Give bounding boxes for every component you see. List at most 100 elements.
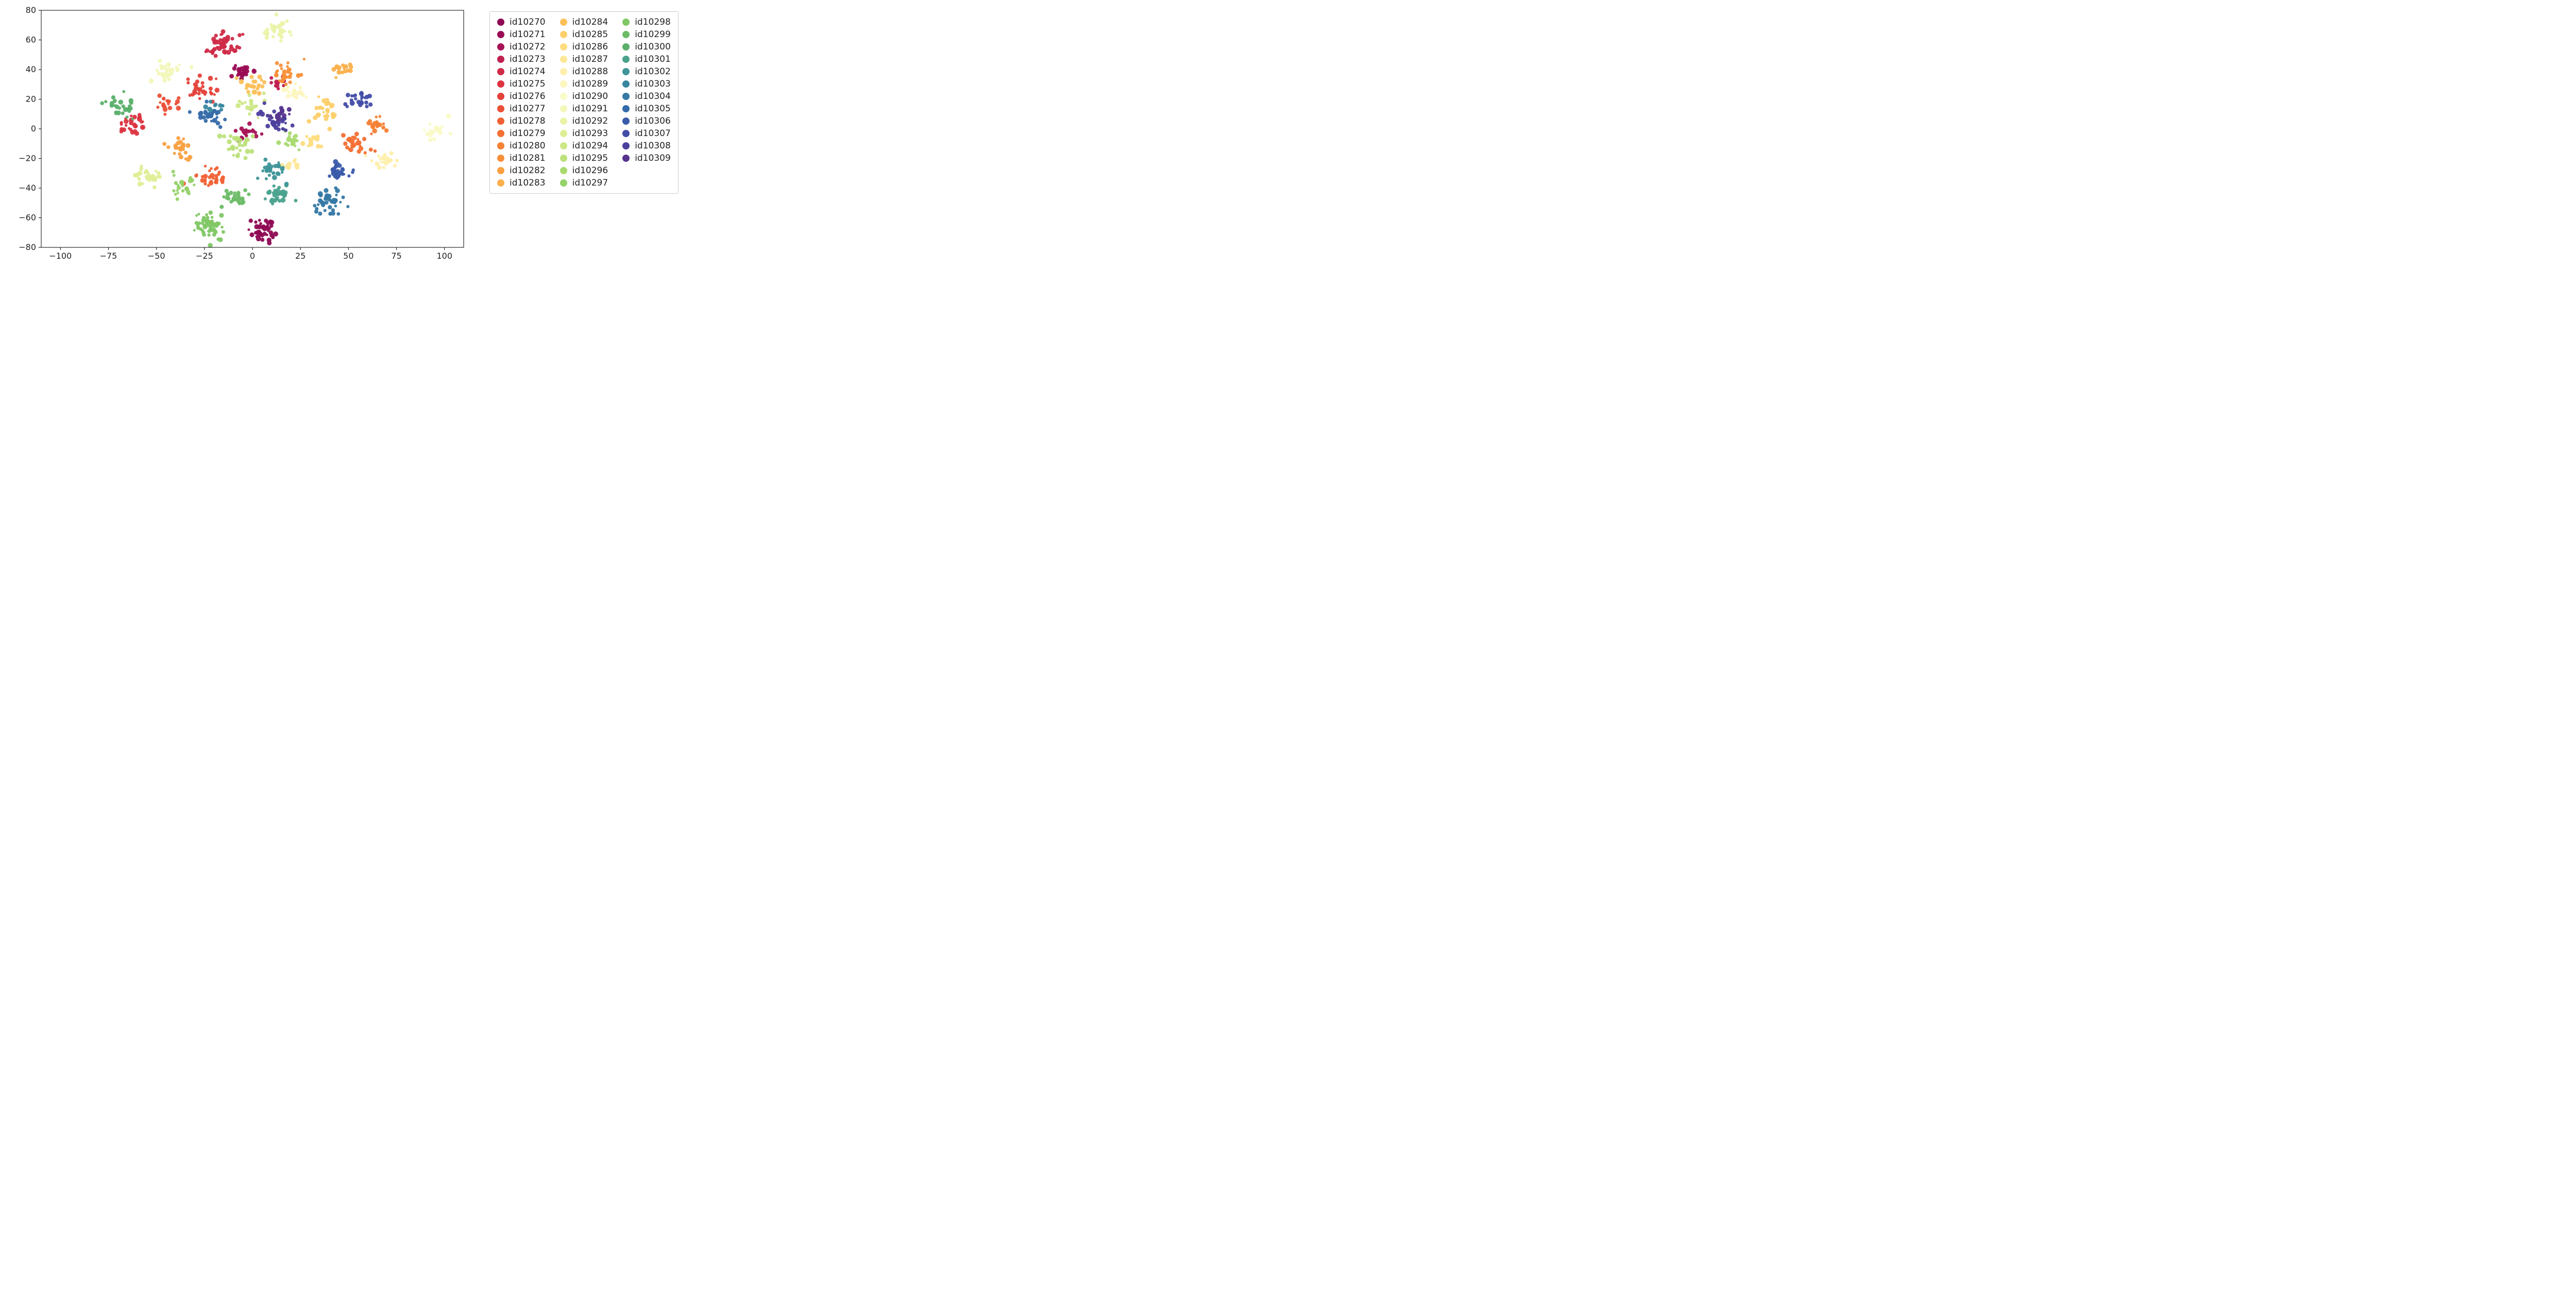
legend-marker-icon xyxy=(622,105,630,112)
point xyxy=(187,81,190,84)
point xyxy=(286,61,290,64)
point xyxy=(378,115,381,118)
point xyxy=(251,135,255,139)
point xyxy=(221,29,225,34)
point xyxy=(238,143,242,147)
point xyxy=(331,114,335,119)
legend-item-id10298: id10298 xyxy=(622,17,671,27)
point xyxy=(271,202,274,205)
point xyxy=(149,78,154,83)
y-tick-label: 0 xyxy=(31,124,36,133)
legend-marker-icon xyxy=(497,68,504,75)
legend-item-id10275: id10275 xyxy=(497,79,546,89)
point xyxy=(337,163,342,167)
point xyxy=(273,231,278,237)
point xyxy=(286,94,291,98)
point xyxy=(165,99,168,103)
point xyxy=(229,134,232,138)
point xyxy=(299,73,303,77)
legend-marker-icon xyxy=(497,19,504,26)
legend-columns: id10270id10271id10272id10273id10274id102… xyxy=(497,17,671,188)
legend-item-id10295: id10295 xyxy=(560,153,608,163)
point xyxy=(336,70,342,75)
point xyxy=(249,232,254,237)
point xyxy=(293,135,295,138)
point xyxy=(327,127,332,131)
point xyxy=(201,115,206,120)
point xyxy=(286,165,291,170)
point xyxy=(156,175,159,178)
point xyxy=(279,39,283,43)
legend-marker-icon xyxy=(622,68,630,75)
point xyxy=(180,182,184,186)
point xyxy=(201,222,205,225)
legend-label: id10304 xyxy=(635,91,671,102)
point xyxy=(207,220,210,224)
point xyxy=(328,205,332,209)
point xyxy=(348,137,351,140)
point xyxy=(185,187,189,191)
point xyxy=(316,135,320,139)
point xyxy=(321,203,325,207)
legend-marker-icon xyxy=(560,68,567,75)
point xyxy=(287,107,292,112)
legend-item-id10291: id10291 xyxy=(560,104,608,114)
point xyxy=(280,67,283,70)
point xyxy=(223,51,226,54)
point xyxy=(175,102,177,105)
point xyxy=(168,106,173,110)
point xyxy=(352,136,357,140)
point xyxy=(258,219,261,222)
point xyxy=(157,171,161,175)
point xyxy=(138,181,143,187)
legend-item-id10283: id10283 xyxy=(497,178,546,188)
legend-marker-icon xyxy=(622,31,630,38)
point xyxy=(446,114,451,119)
point xyxy=(292,89,297,94)
point xyxy=(242,129,247,134)
point xyxy=(247,93,251,97)
point xyxy=(276,188,280,192)
point xyxy=(368,103,372,107)
point xyxy=(327,194,332,199)
point xyxy=(193,183,195,186)
point xyxy=(342,195,345,199)
point xyxy=(199,111,204,115)
point xyxy=(335,194,337,196)
legend-column: id10270id10271id10272id10273id10274id102… xyxy=(497,17,546,188)
point xyxy=(354,97,357,100)
point xyxy=(229,74,234,78)
point xyxy=(334,205,337,208)
legend-label: id10287 xyxy=(572,54,608,64)
point xyxy=(118,99,124,105)
point xyxy=(308,142,313,147)
x-tick-label: 100 xyxy=(436,251,452,261)
point xyxy=(198,74,202,78)
legend-item-id10276: id10276 xyxy=(497,91,546,102)
legend-label: id10292 xyxy=(572,116,608,126)
point xyxy=(294,82,297,86)
legend-column: id10284id10285id10286id10287id10288id102… xyxy=(560,17,608,188)
point xyxy=(268,174,271,177)
point xyxy=(294,95,298,99)
x-tick-label: −75 xyxy=(100,251,117,261)
point xyxy=(432,137,436,141)
point xyxy=(208,210,213,215)
legend-marker-icon xyxy=(497,80,504,88)
point xyxy=(158,59,162,63)
figure: −100−75−50−250255075100−80−60−40−2002040… xyxy=(5,5,2571,275)
point xyxy=(243,142,247,146)
point xyxy=(163,113,166,116)
point xyxy=(357,138,359,141)
point xyxy=(238,68,242,72)
point xyxy=(255,105,258,108)
point xyxy=(272,171,275,174)
point xyxy=(129,98,133,103)
point xyxy=(276,140,281,145)
point xyxy=(210,120,213,122)
legend-marker-icon xyxy=(622,130,630,137)
point xyxy=(311,135,316,140)
point xyxy=(429,123,432,126)
point xyxy=(242,33,245,36)
point xyxy=(249,219,253,223)
